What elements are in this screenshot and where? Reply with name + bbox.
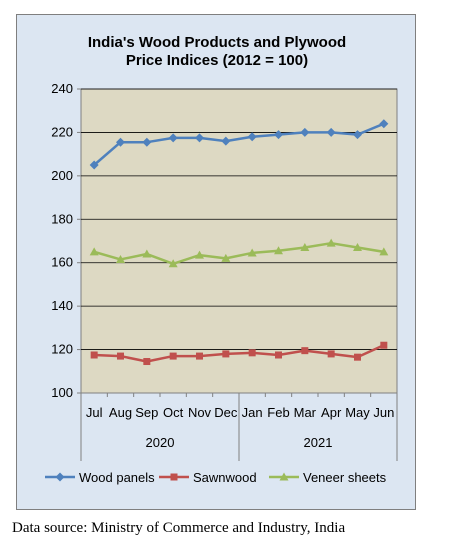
data-point — [353, 130, 362, 140]
data-point — [248, 349, 256, 357]
data-point — [326, 238, 336, 247]
data-point — [168, 259, 178, 268]
x-tick-label: Dec — [214, 405, 238, 420]
data-point — [221, 136, 231, 146]
data-point — [221, 253, 231, 262]
x-tick-label: Oct — [163, 405, 184, 420]
chart-frame: India's Wood Products and Plywood Price … — [16, 14, 416, 510]
data-point — [247, 132, 257, 142]
y-tick-label: 240 — [51, 81, 73, 96]
data-point — [301, 347, 309, 355]
data-point — [55, 472, 65, 482]
data-point — [354, 353, 361, 361]
legend-label: Sawnwood — [193, 470, 257, 485]
data-point — [380, 341, 388, 349]
y-tick-label: 200 — [51, 168, 73, 183]
data-point — [143, 358, 151, 366]
data-point — [142, 137, 152, 147]
group-label: 2020 — [146, 435, 175, 450]
x-tick-label: Apr — [321, 405, 342, 420]
series-line — [94, 344, 385, 363]
y-tick-label: 160 — [51, 255, 73, 270]
data-point — [274, 130, 283, 140]
data-point — [247, 248, 257, 257]
axes: 100 120 140 160 180 200 220 240 Jul Aug Sep Oct Nov D… — [51, 81, 398, 461]
chart-svg: India's Wood Products and Plywood Price … — [45, 34, 398, 485]
y-tick-label: 120 — [51, 342, 73, 357]
y-tick-label: 140 — [51, 298, 73, 313]
data-point — [222, 350, 230, 358]
data-point — [117, 352, 124, 360]
chart-title-line-2: Price Indices (2012 = 100) — [126, 52, 308, 69]
data-point — [116, 137, 125, 147]
series-line — [93, 241, 385, 266]
data-point — [168, 133, 178, 143]
x-tick-label: Aug — [109, 405, 132, 420]
data-point — [379, 247, 389, 256]
x-tick-label: May — [345, 405, 370, 420]
data-point — [379, 119, 389, 129]
data-point — [300, 243, 310, 252]
x-tick-label: Jun — [373, 405, 394, 420]
y-tick-label: 180 — [51, 211, 73, 226]
data-point — [142, 249, 152, 258]
plot-area — [80, 88, 398, 394]
y-tick-label: 100 — [51, 385, 73, 400]
data-point — [279, 472, 289, 481]
x-tick-label: Jan — [242, 405, 263, 420]
data-point — [116, 254, 125, 263]
data-point — [169, 352, 177, 360]
x-tick-label: Feb — [267, 405, 289, 420]
data-point — [327, 350, 335, 358]
data-point — [89, 247, 99, 256]
data-point — [195, 133, 204, 143]
chart-title-line-1: India's Wood Products and Plywood — [88, 34, 346, 51]
data-point — [90, 351, 98, 359]
legend: Wood panels Sawnwood Veneer sheets — [45, 470, 387, 485]
data-point — [353, 243, 362, 252]
data-point — [170, 473, 178, 481]
data-point — [89, 160, 99, 170]
data-point — [300, 127, 310, 137]
data-point — [274, 246, 283, 255]
data-source-note: Data source: Ministry of Commerce and In… — [12, 520, 346, 536]
data-point — [196, 352, 203, 360]
legend-label: Veneer sheets — [303, 470, 387, 485]
data-point — [326, 127, 336, 137]
x-tick-label: Mar — [294, 405, 317, 420]
legend-label: Wood panels — [79, 470, 155, 485]
x-tick-label: Sep — [135, 405, 158, 420]
x-tick-label: Nov — [188, 405, 212, 420]
data-point — [195, 250, 204, 259]
data-point — [275, 351, 282, 359]
x-tick-label: Jul — [86, 405, 103, 420]
y-tick-label: 220 — [51, 124, 73, 139]
group-label: 2021 — [304, 435, 333, 450]
